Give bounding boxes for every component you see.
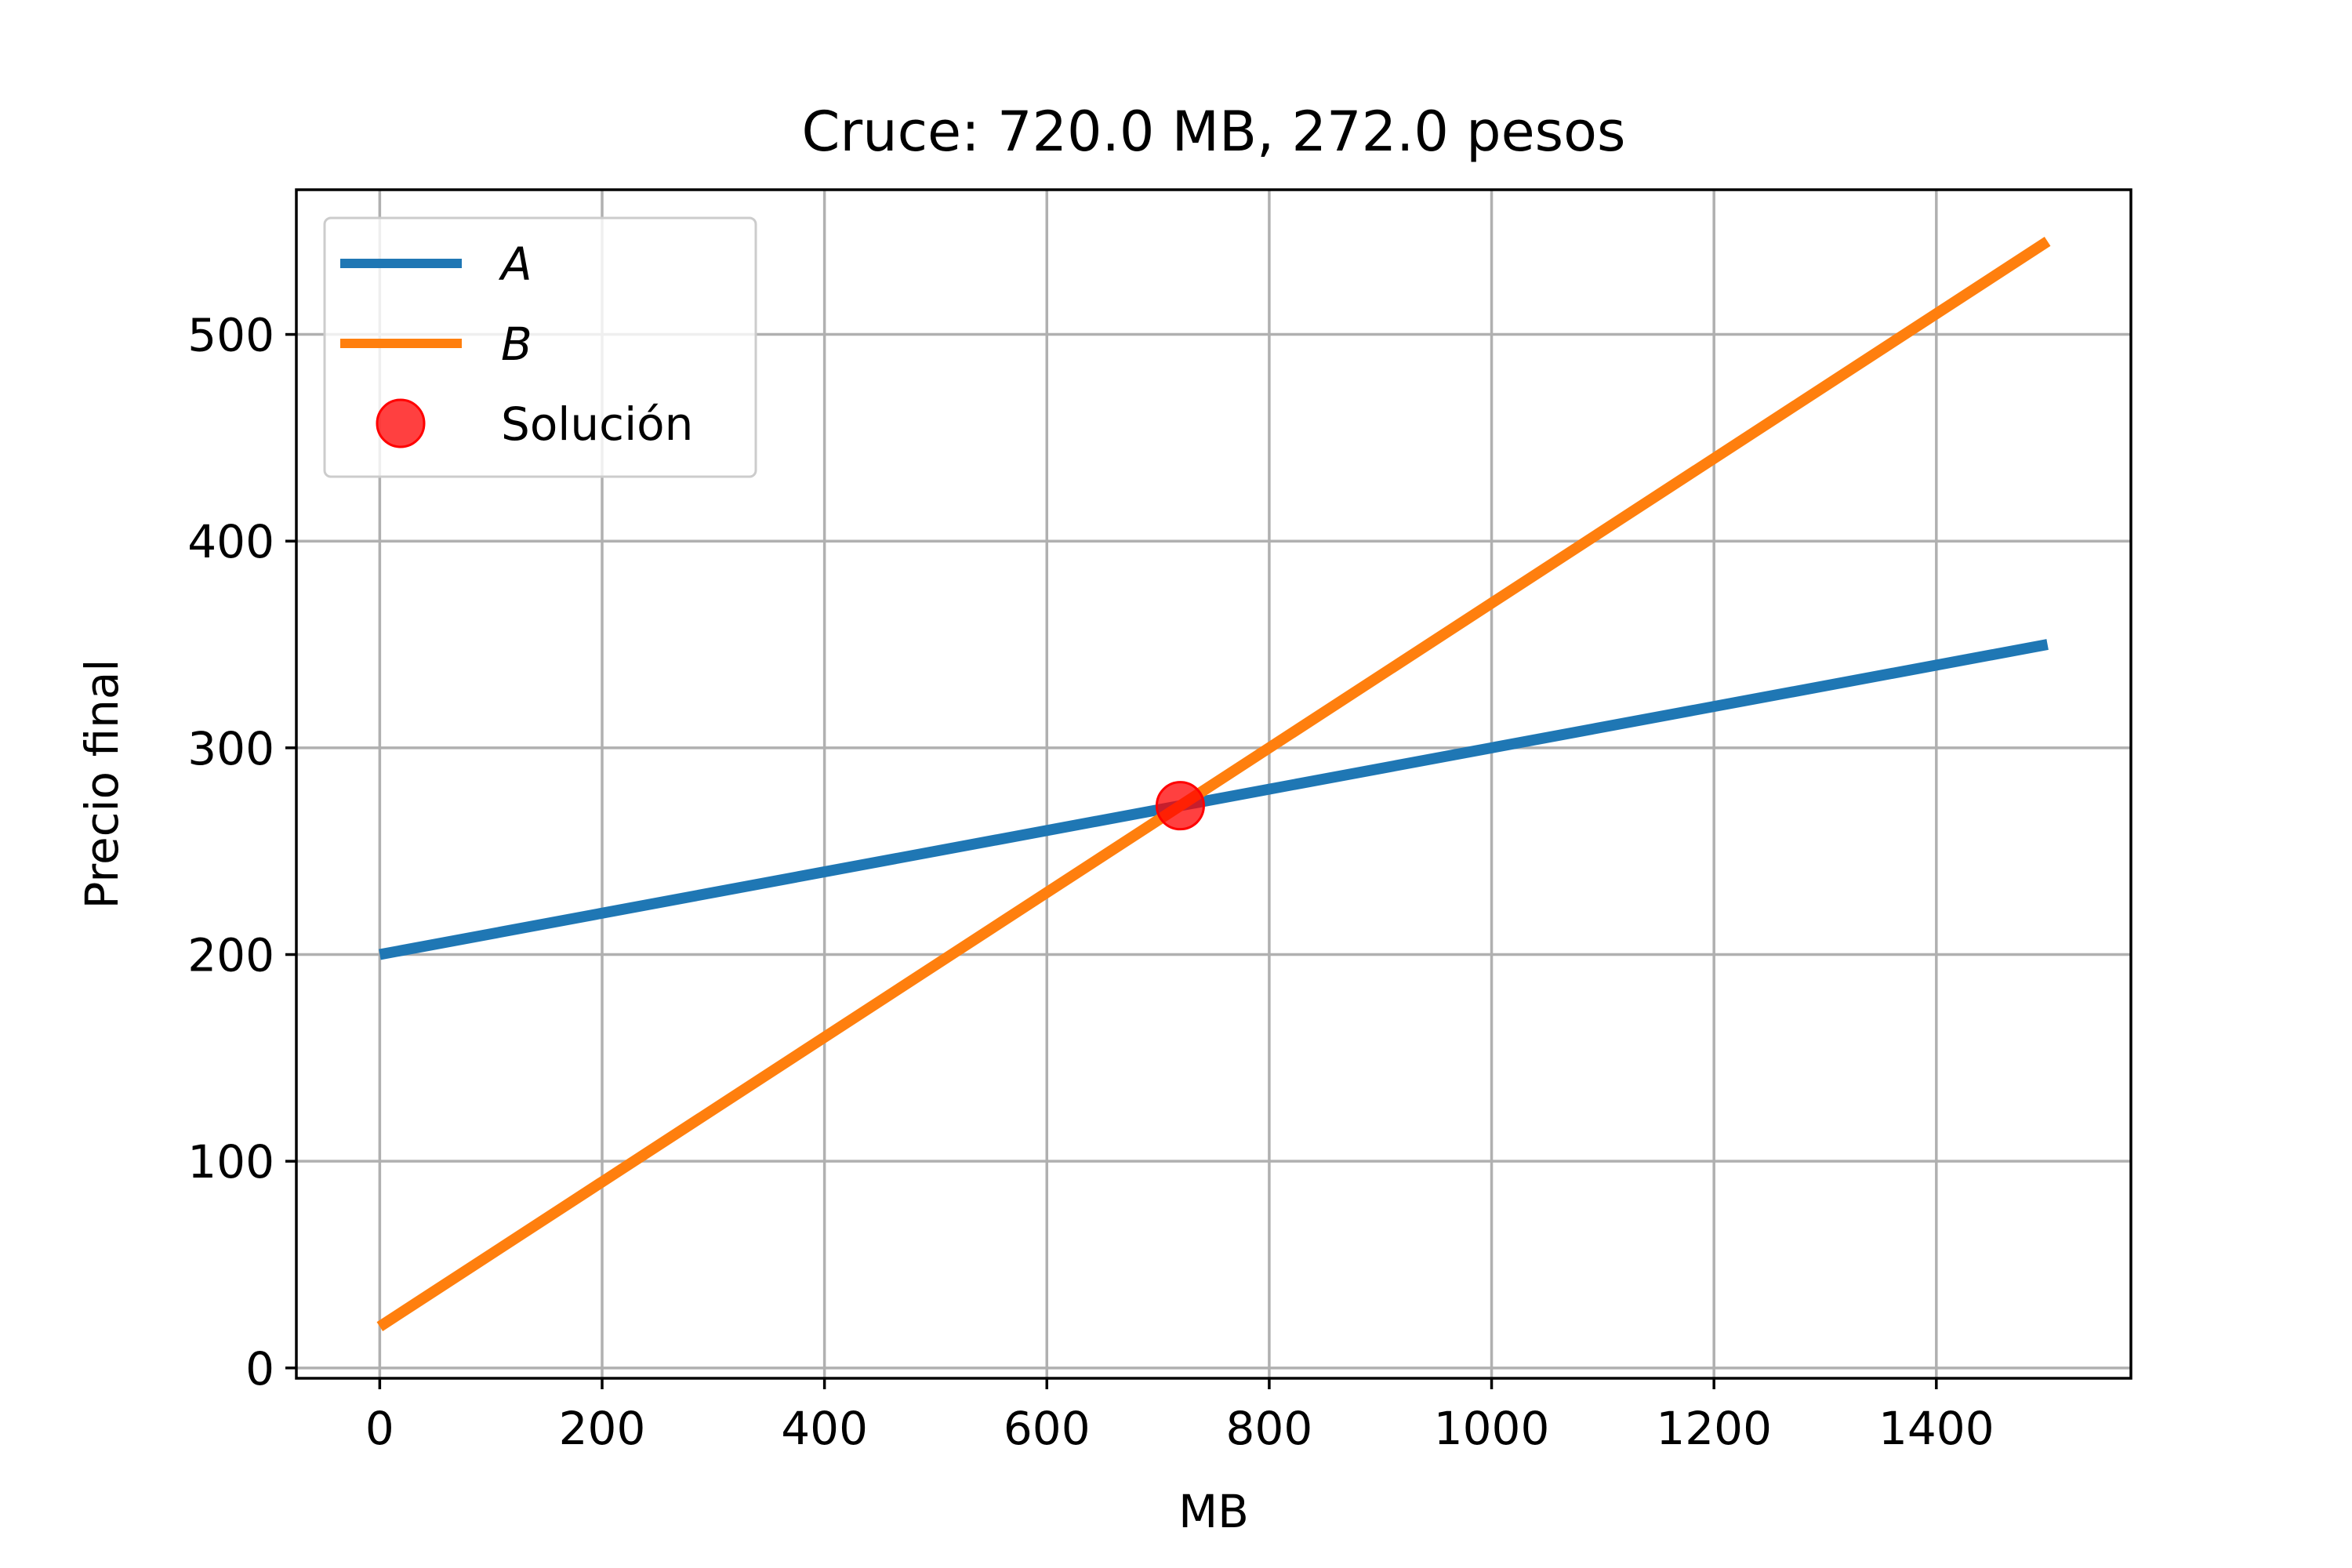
x-axis-label: MB <box>1178 1485 1249 1538</box>
series-layer <box>376 237 2051 1331</box>
grid <box>296 190 2131 1378</box>
legend: A B Solución <box>323 216 757 478</box>
y-tick-label-4: 400 <box>187 515 274 568</box>
solution-point <box>1155 781 1205 831</box>
y-tick-label-3: 300 <box>187 722 274 775</box>
series-line-a <box>379 639 2049 960</box>
x-tick-label-1: 200 <box>559 1402 646 1455</box>
legend-label-b: B <box>501 318 532 371</box>
x-tick-label-3: 600 <box>1004 1402 1091 1455</box>
legend-label-solucion: Solución <box>501 397 693 451</box>
y-axis-label: Precio final <box>75 659 129 909</box>
y-tick-label-2: 200 <box>187 929 274 982</box>
x-tick-label-4: 800 <box>1226 1402 1313 1455</box>
plot-frame <box>295 188 2132 1380</box>
x-tick-label-2: 400 <box>781 1402 868 1455</box>
x-tick-label-5: 1000 <box>1434 1402 1550 1455</box>
points-layer <box>1155 781 1205 831</box>
chart-title: Cruce: 720.0 MB, 272.0 pesos <box>802 100 1626 164</box>
legend-marker-solucion <box>376 398 426 448</box>
x-tick-label-6: 1200 <box>1656 1402 1772 1455</box>
y-tick-label-0: 0 <box>245 1342 274 1396</box>
x-tick-label-7: 1400 <box>1878 1402 1994 1455</box>
y-tick-label-1: 100 <box>187 1135 274 1189</box>
legend-box <box>323 216 757 478</box>
ticks: 0 200 400 600 800 1000 1200 1400 0 100 200 300 400 50… <box>187 309 1994 1455</box>
y-tick-label-5: 500 <box>187 309 274 362</box>
series-line-b <box>376 237 2051 1331</box>
legend-label-a: A <box>498 238 532 291</box>
x-tick-label-0: 0 <box>365 1402 394 1455</box>
